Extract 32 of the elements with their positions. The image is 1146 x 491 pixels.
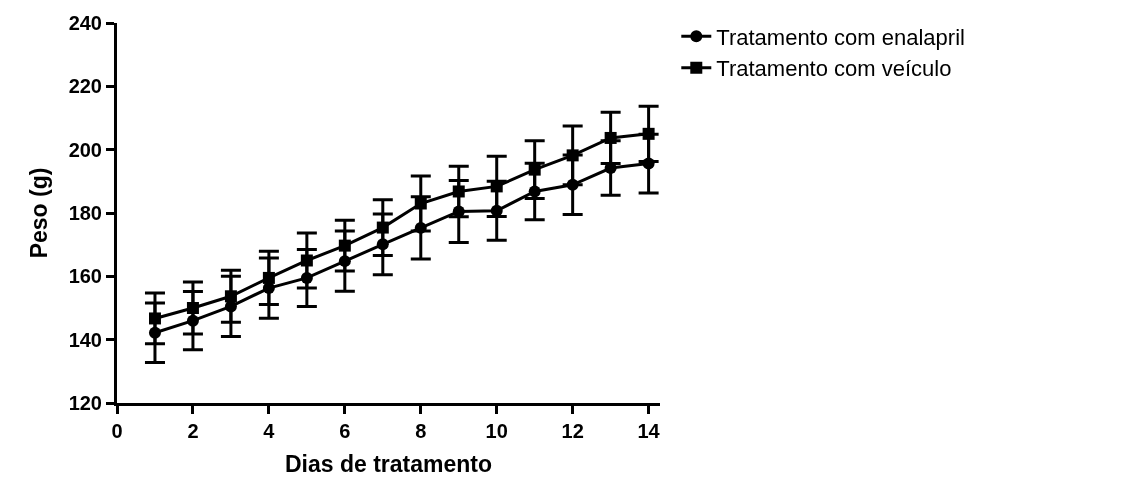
y-tick-label: 180 (68, 202, 102, 224)
point (414, 197, 427, 210)
point (300, 254, 313, 267)
x-axis-title: Dias de tratamento (284, 450, 493, 477)
y-axis-title: Peso (g) (26, 167, 53, 259)
x-tick-label: 0 (111, 420, 123, 442)
legend-label: Tratamento com veículo (716, 56, 952, 82)
point (376, 221, 389, 234)
point (528, 163, 541, 176)
point (148, 312, 161, 325)
x-tick-label: 8 (415, 420, 427, 442)
x-tick-label: 12 (561, 420, 584, 442)
point (566, 149, 579, 162)
x-tick-label: 6 (339, 420, 351, 442)
y-tick-label: 140 (68, 328, 102, 351)
point (262, 271, 275, 284)
x-tick-label: 2 (187, 420, 199, 442)
point (186, 302, 199, 314)
y-tick-label: 240 (68, 12, 102, 34)
point (224, 290, 237, 303)
point (452, 185, 465, 198)
point (604, 131, 617, 144)
point (642, 127, 655, 140)
point (338, 239, 351, 252)
y-tick-label: 120 (68, 392, 102, 414)
x-tick-label: 10 (485, 420, 508, 442)
y-tick-label: 220 (68, 75, 102, 98)
legend-label: Tratamento com enalapril (716, 24, 965, 50)
y-tick-label: 200 (68, 138, 102, 161)
x-tick-label: 14 (637, 420, 661, 442)
x-tick-label: 4 (263, 420, 276, 442)
y-tick-label: 160 (68, 265, 102, 288)
